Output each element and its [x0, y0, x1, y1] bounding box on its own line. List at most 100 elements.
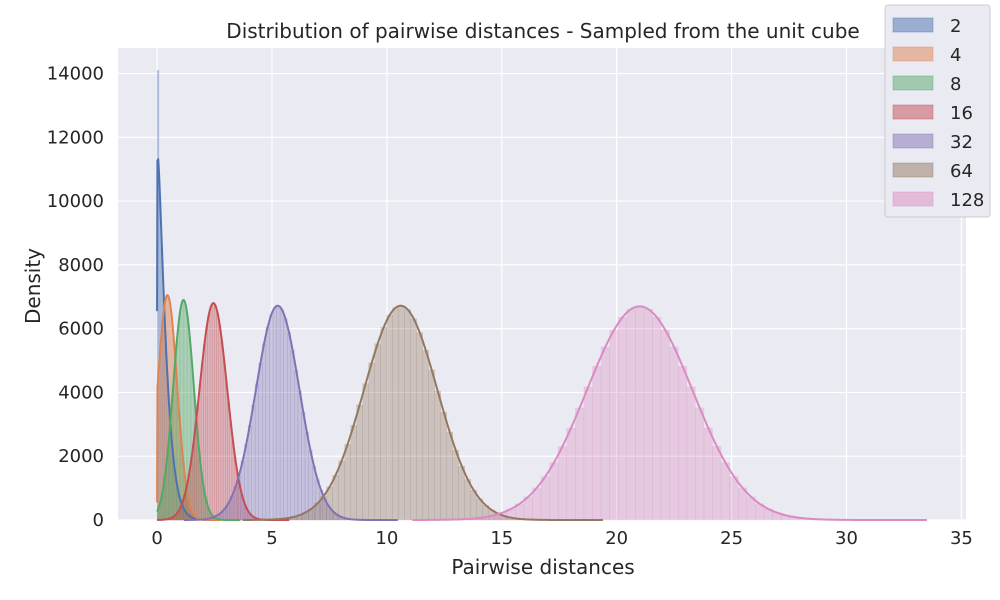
y-tick-label: 0: [93, 510, 104, 531]
legend-label-16: 16: [950, 103, 973, 124]
histogram-bar: [712, 446, 722, 521]
histogram-bar: [350, 425, 357, 521]
histogram-bar: [220, 341, 224, 521]
histogram-bar: [440, 411, 448, 521]
histogram-bar: [247, 425, 252, 521]
histogram-bar: [575, 407, 585, 521]
histogram-bar: [686, 386, 696, 521]
histogram-bar: [549, 462, 559, 521]
histogram-series-128: [412, 306, 928, 521]
legend-swatch-8: [892, 75, 934, 91]
histogram-bar: [660, 329, 670, 521]
histogram-bar: [279, 309, 284, 521]
histogram-bar: [626, 308, 636, 521]
histogram-bar: [446, 431, 454, 521]
histogram-bar: [540, 476, 550, 521]
histogram-bar: [225, 381, 228, 521]
histogram-bar: [410, 318, 417, 521]
y-tick-label: 8000: [58, 255, 104, 276]
histogram-bar: [652, 317, 662, 521]
y-axis-label: Density: [21, 248, 45, 324]
histogram-bar: [434, 390, 441, 521]
legend-label-4: 4: [950, 45, 961, 66]
histogram-bar: [609, 329, 619, 521]
histogram-bar: [452, 449, 460, 521]
legend-label-128: 128: [950, 190, 984, 211]
legend-swatch-64: [892, 162, 934, 178]
histogram-bar: [729, 476, 739, 521]
y-tick-label: 4000: [58, 382, 104, 403]
histogram-bar: [269, 314, 274, 521]
histogram-bar: [297, 390, 302, 521]
histogram-bar: [276, 305, 281, 521]
x-tick-label: 10: [375, 528, 398, 549]
histogram-bar: [356, 404, 363, 521]
legend-label-32: 32: [950, 132, 973, 153]
legend: 2 4 8 16 32 64 128: [884, 4, 991, 218]
histogram-bar: [428, 369, 435, 521]
histogram-bar: [368, 362, 375, 521]
histogram-bar: [566, 427, 576, 521]
histogram-bar: [583, 386, 593, 521]
legend-label-2: 2: [950, 16, 961, 37]
legend-swatch-16: [892, 104, 934, 120]
legend-swatch-2: [892, 17, 934, 33]
legend-label-8: 8: [950, 74, 961, 95]
histogram-bar: [643, 308, 653, 521]
histogram-bar: [218, 325, 222, 521]
histogram-bar: [211, 302, 215, 521]
histogram-bar: [703, 427, 713, 521]
x-tick-label: 25: [720, 528, 743, 549]
histogram-bar: [398, 305, 405, 521]
x-tick-labels: 0 5 10 15 20 25 30 35: [151, 528, 973, 549]
legend-swatch-128: [892, 191, 934, 207]
histogram-bar: [272, 307, 277, 521]
kde-curve-4: [156, 294, 221, 521]
histogram-bar: [265, 327, 270, 521]
histogram-bar: [258, 362, 263, 521]
kde-curve-8: [156, 298, 241, 521]
kde-curves: [156, 157, 927, 521]
histogram-bar: [416, 332, 423, 521]
histogram-bar: [600, 346, 610, 521]
histogram-bar: [290, 349, 295, 521]
histogram-bar: [386, 314, 393, 521]
histogram-bar: [380, 327, 387, 521]
histogram-bar: [254, 383, 259, 521]
x-axis-label: Pairwise distances: [451, 555, 634, 579]
histogram-bar: [301, 411, 306, 521]
x-tick-label: 35: [950, 528, 973, 549]
histogram-bar: [304, 431, 309, 521]
histogram-series-64: [242, 305, 604, 521]
legend-swatch-4: [892, 46, 934, 62]
histogram-bar: [287, 332, 292, 521]
y-tick-label: 10000: [47, 191, 104, 212]
chart-title: Distribution of pairwise distances - Sam…: [226, 19, 859, 43]
legend-label-64: 64: [950, 161, 973, 182]
histogram-bar: [214, 305, 217, 521]
histogram-bar: [422, 349, 429, 521]
histogram-bar: [251, 404, 256, 521]
histogram-bar: [458, 465, 466, 521]
kde-curve-32: [183, 304, 398, 521]
plot-background: [118, 48, 966, 520]
histogram-bar: [200, 363, 204, 521]
y-tick-label: 2000: [58, 446, 104, 467]
histogram-bar: [374, 343, 381, 521]
histogram-bar: [557, 446, 568, 521]
histogram-bar: [677, 365, 688, 521]
x-tick-label: 30: [835, 528, 858, 549]
histogram-bar: [216, 312, 219, 521]
histogram-bar: [344, 443, 351, 521]
histogram-bar: [283, 318, 288, 521]
histogram-bar: [592, 366, 602, 521]
y-tick-label: 12000: [47, 127, 104, 148]
y-tick-label: 14000: [47, 64, 104, 85]
x-tick-label: 15: [490, 528, 513, 549]
histogram-bar: [635, 306, 645, 521]
legend-swatch-32: [892, 133, 934, 149]
histogram-bar: [205, 327, 208, 521]
kde-curve-128: [412, 305, 927, 521]
histogram-bar: [669, 346, 679, 521]
